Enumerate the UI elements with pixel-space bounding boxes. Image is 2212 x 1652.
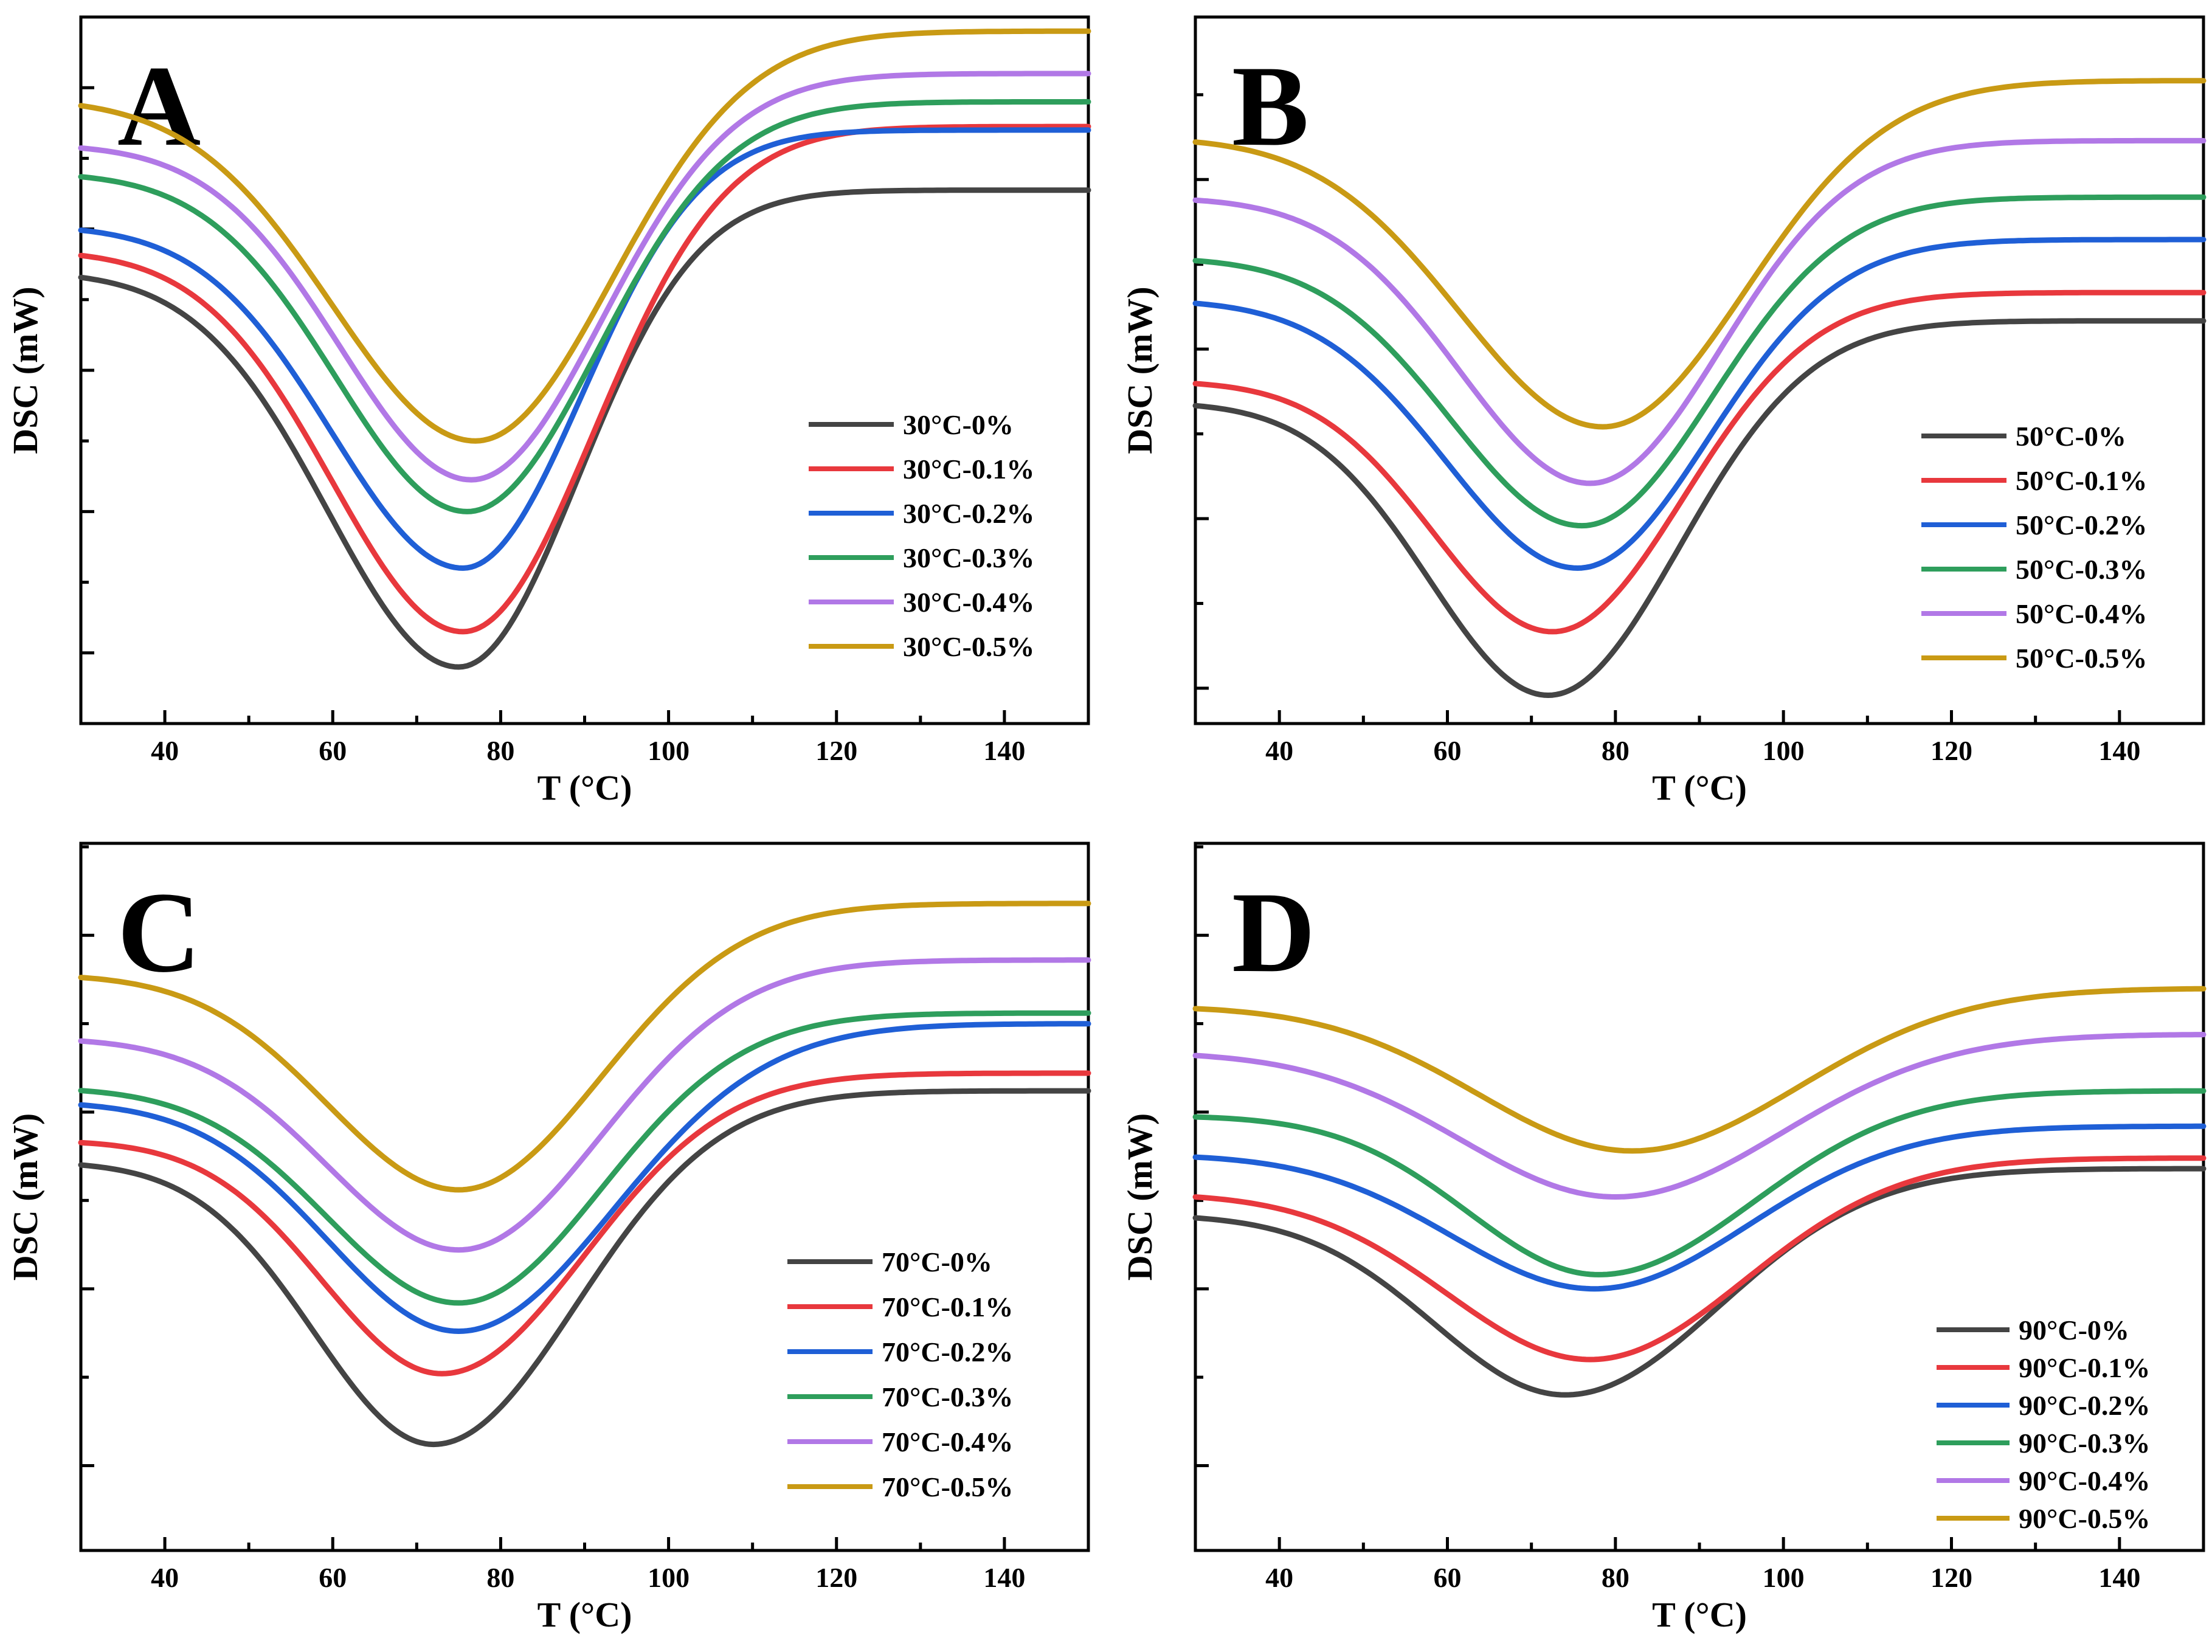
- y-axis-label: DSC (mW): [1120, 1113, 1160, 1280]
- x-tick-label: 60: [319, 735, 347, 766]
- x-axis-label: T (°C): [537, 1595, 632, 1634]
- legend-entry: 30°C-0.3%: [903, 542, 1034, 573]
- legend: 30°C-0% 30°C-0.1% 30°C-0.2% 30°C-0.3% 30°C-0…: [809, 409, 1034, 662]
- x-tick-label: 120: [815, 1562, 857, 1593]
- x-tick-label: 40: [151, 735, 179, 766]
- x-tick-label: 140: [983, 735, 1025, 766]
- x-tick-label: 40: [151, 1562, 179, 1593]
- legend: 70°C-0% 70°C-0.1% 70°C-0.2% 70°C-0.3% 70°C-0…: [787, 1246, 1013, 1502]
- x-tick-label: 80: [1602, 1562, 1630, 1593]
- x-tick-label: 140: [2098, 1562, 2140, 1593]
- series-line-0_5pct: [1192, 78, 2207, 430]
- legend-entry: 70°C-0%: [882, 1246, 992, 1277]
- x-axis-label: T (°C): [537, 768, 632, 807]
- x-tick-label: 140: [983, 1562, 1025, 1593]
- y-axis-label: DSC (mW): [5, 286, 45, 454]
- legend-entry: 30°C-0%: [903, 409, 1014, 440]
- legend-entry: 70°C-0.4%: [882, 1426, 1013, 1457]
- x-tick-label: 140: [2098, 735, 2140, 766]
- series-line-0_1pct: [1192, 289, 2207, 635]
- legend-entry: 70°C-0.2%: [882, 1336, 1013, 1367]
- legend-entry: 50°C-0%: [2016, 421, 2126, 452]
- legend-entry: 90°C-0.5%: [2019, 1503, 2150, 1534]
- x-tick-label: 100: [1763, 1562, 1805, 1593]
- series-line-0_4pct: [78, 957, 1091, 1253]
- series-line-0_5pct: [1192, 986, 2207, 1154]
- series-line-0_2pct: [78, 1021, 1091, 1334]
- legend-entry: 30°C-0.4%: [903, 587, 1034, 618]
- x-tick-label: 80: [486, 1562, 514, 1593]
- series-line-0_3pct: [1192, 194, 2207, 529]
- x-tick-label: 40: [1265, 735, 1293, 766]
- series-line-0_2pct: [1192, 1123, 2207, 1292]
- x-tick-label: 80: [1602, 735, 1630, 766]
- panel-letter: D: [1232, 869, 1315, 997]
- legend-entry: 30°C-0.5%: [903, 631, 1034, 662]
- series-line-0_3pct: [78, 98, 1091, 514]
- legend-entry: 50°C-0.3%: [2016, 554, 2147, 585]
- legend-entry: 70°C-0.1%: [882, 1291, 1013, 1322]
- legend: 50°C-0% 50°C-0.1% 50°C-0.2% 50°C-0.3% 50°C-0…: [1921, 421, 2147, 674]
- x-axis-label: T (°C): [1652, 768, 1747, 807]
- series-line-0pct: [1192, 318, 2207, 698]
- legend-entry: 50°C-0.5%: [2016, 643, 2147, 674]
- legend-entry: 90°C-0.4%: [2019, 1465, 2150, 1496]
- legend-entry: 90°C-0.1%: [2019, 1352, 2150, 1383]
- y-axis-label: DSC (mW): [5, 1113, 45, 1280]
- x-tick-label: 100: [1763, 735, 1805, 766]
- x-tick-label: 60: [1434, 735, 1462, 766]
- series-line-0pct: [78, 187, 1091, 670]
- x-tick-label: 120: [1930, 735, 1972, 766]
- series-line-0_4pct: [1192, 137, 2207, 486]
- legend-entry: 90°C-0.2%: [2019, 1390, 2150, 1421]
- series-line-0_1pct: [78, 1070, 1091, 1377]
- legend-entry: 50°C-0.1%: [2016, 465, 2147, 496]
- x-tick-label: 60: [1434, 1562, 1462, 1593]
- legend-entry: 50°C-0.2%: [2016, 510, 2147, 541]
- x-tick-label: 80: [486, 735, 514, 766]
- legend-entry: 90°C-0%: [2019, 1315, 2129, 1346]
- series-line-0_4pct: [1192, 1032, 2207, 1200]
- panel-letter: C: [117, 869, 201, 997]
- series-line-0pct: [78, 1088, 1091, 1448]
- x-tick-label: 60: [319, 1562, 347, 1593]
- x-tick-label: 40: [1265, 1562, 1293, 1593]
- series-line-0_3pct: [78, 1010, 1091, 1306]
- series-line-0pct: [1192, 1166, 2207, 1398]
- series-line-0_5pct: [78, 900, 1091, 1193]
- legend: 90°C-0% 90°C-0.1% 90°C-0.2% 90°C-0.3% 90°C-0…: [1937, 1315, 2150, 1534]
- legend-entry: 90°C-0.3%: [2019, 1428, 2150, 1459]
- series-line-0_5pct: [78, 28, 1091, 444]
- series-line-0_2pct: [1192, 237, 2207, 571]
- series-line-0_2pct: [78, 127, 1091, 571]
- x-tick-label: 100: [648, 1562, 690, 1593]
- x-tick-label: 120: [1930, 1562, 1972, 1593]
- x-axis-label: T (°C): [1652, 1595, 1747, 1634]
- legend-entry: 70°C-0.5%: [882, 1471, 1013, 1502]
- series-line-0_4pct: [78, 71, 1091, 483]
- x-tick-label: 120: [815, 735, 857, 766]
- legend-entry: 70°C-0.3%: [882, 1381, 1013, 1412]
- panel-letter: A: [117, 43, 201, 170]
- x-tick-label: 100: [648, 735, 690, 766]
- series-line-0_3pct: [1192, 1088, 2207, 1277]
- legend-entry: 50°C-0.4%: [2016, 598, 2147, 629]
- series-line-0_1pct: [1192, 1155, 2207, 1363]
- legend-entry: 30°C-0.1%: [903, 454, 1034, 485]
- legend-entry: 30°C-0.2%: [903, 498, 1034, 529]
- y-axis-label: DSC (mW): [1120, 286, 1160, 454]
